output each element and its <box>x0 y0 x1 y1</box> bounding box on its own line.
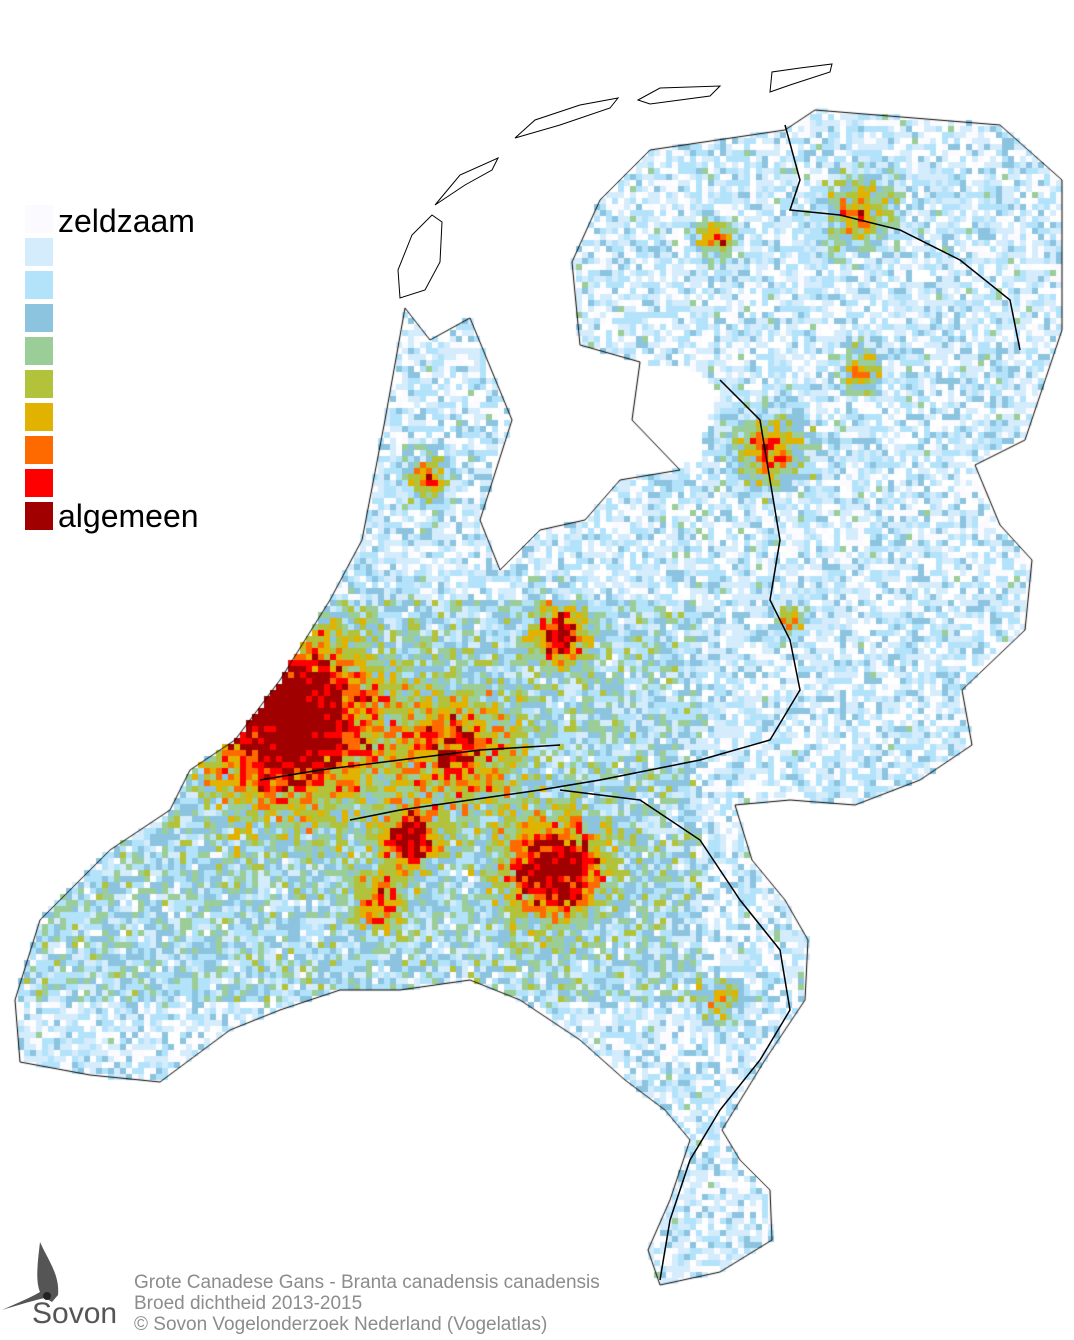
logo-text: Sovon <box>32 1297 118 1330</box>
island-vlieland <box>434 156 500 206</box>
legend-swatch-8 <box>25 436 53 464</box>
sovon-logo-swallow-icon <box>2 1242 59 1310</box>
border-lines <box>259 124 1021 1281</box>
legend-label-common: algemeen <box>58 498 199 534</box>
legend-swatch-9 <box>25 469 53 497</box>
legend-swatch-3 <box>25 271 53 299</box>
period-subtitle: Broed dichtheid 2013-2015 <box>134 1293 363 1314</box>
legend-swatch-4 <box>25 304 53 332</box>
island-terschelling <box>514 97 620 139</box>
island-ameland <box>636 85 722 105</box>
legend-swatch-7 <box>25 403 53 431</box>
copyright: © Sovon Vogelonderzoek Nederland (Vogela… <box>134 1314 548 1335</box>
legend-swatch-1 <box>25 205 53 233</box>
legend-label-rare: zeldzaam <box>58 203 195 239</box>
map-caption: Grote Canadese Gans - Branta canadensis … <box>134 1272 600 1335</box>
legend-swatch-2 <box>25 238 53 266</box>
island-schiermonnikoog <box>769 63 833 93</box>
legend-swatch-5 <box>25 337 53 365</box>
island-texel <box>397 214 443 299</box>
legend-swatch-10 <box>25 502 53 530</box>
species-name: Grote Canadese Gans - Branta canadensis … <box>134 1272 600 1293</box>
legend-swatch-6 <box>25 370 53 398</box>
